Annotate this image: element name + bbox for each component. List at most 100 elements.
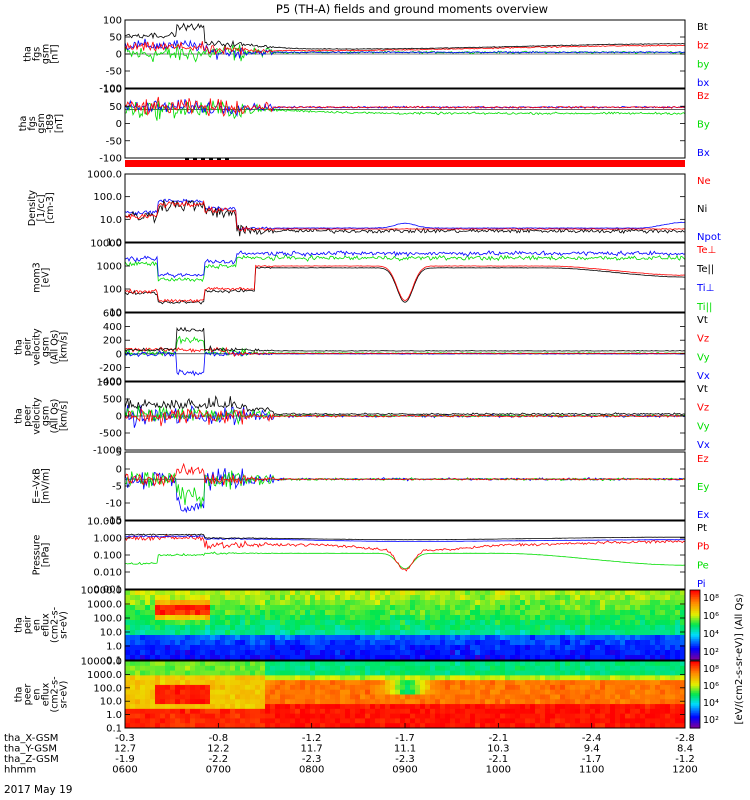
svg-text:mom3: mom3 [32, 262, 43, 292]
y-tick-label: -100 [99, 84, 122, 95]
plot-title: P5 (TH-A) fields and ground moments over… [276, 2, 548, 16]
svg-text:E=-VxB: E=-VxB [32, 468, 43, 503]
series-temperature-Te__ [125, 266, 685, 305]
x-tick-label: 11.7 [301, 744, 323, 755]
y-axis-label: Pressure[nPa] [32, 535, 52, 576]
y-tick-label: -100 [99, 154, 122, 165]
y-tick-label: 100.0 [93, 614, 122, 625]
series-efield-Ex [125, 468, 685, 514]
legend-fgs-0: Bt [697, 22, 708, 33]
colorbar-tick: 10⁴ [703, 629, 719, 640]
series-pei_v-Vx [125, 349, 685, 377]
series-fgs-bx [125, 38, 685, 60]
y-tick-label: 1000 [97, 262, 122, 273]
y-tick-label: -400 [99, 377, 122, 388]
series-pressure-Pe [125, 551, 685, 570]
svg-text:[eV]: [eV] [41, 268, 52, 288]
series-density-Ni [125, 199, 685, 237]
legend-temperature-2: Ti⊥ [696, 283, 714, 294]
y-tick-label: 1.0 [106, 238, 122, 249]
y-tick-label: -5 [112, 482, 122, 493]
svg-text:(All Qs): (All Qs) [50, 399, 61, 434]
x-tick-label: -0.8 [209, 733, 229, 744]
legend-pei_v-3: Vx [697, 371, 710, 382]
series-pressure-Pi [125, 535, 685, 542]
series-fgs-Bt [125, 22, 685, 50]
svg-text:gsm: gsm [36, 113, 47, 133]
legend-pressure-0: Pt [697, 523, 707, 534]
x-tick-label: -1.9 [115, 754, 135, 765]
x-row-label: tha_X-GSM [4, 733, 58, 744]
y-tick-label: 50 [109, 102, 122, 113]
legend-temperature-0: Te⊥ [696, 245, 716, 256]
svg-text:tha: tha [23, 46, 34, 62]
y-tick-label: -50 [106, 136, 122, 147]
y-tick-label: 100 [103, 85, 122, 96]
y-tick-label: 100.0 [93, 683, 122, 694]
date-label: 2017 May 19 [4, 784, 72, 796]
svg-text:fgs: fgs [32, 47, 43, 61]
panel-frame [124, 312, 686, 382]
legend-density-2: Npot [697, 232, 721, 243]
svg-text:Density: Density [27, 190, 38, 226]
svg-text:fgs: fgs [27, 116, 38, 130]
legend-pee_v-0: Vt [697, 384, 708, 395]
y-tick-label: 1.0 [106, 642, 122, 653]
panels-group: 100500-50-100thafgsgsm[nT]Btbzbybx100500… [14, 16, 721, 735]
flag-bar [125, 160, 685, 167]
svg-text:[cm-3]: [cm-3] [45, 192, 56, 223]
y-tick-label: 10000 [90, 239, 122, 250]
legend-fgs_t89-1: By [697, 120, 710, 131]
y-tick-label: 5 [116, 448, 122, 459]
y-tick-label: 100.0 [93, 192, 122, 203]
y-tick-label: 0 [116, 50, 122, 61]
y-tick-label: 200 [103, 336, 122, 347]
colorbar-tick: 10⁶ [703, 681, 719, 692]
svg-text:sr-eV): sr-eV) [59, 611, 70, 639]
legend-density-0: Ne [697, 176, 711, 187]
svg-text:tha: tha [14, 339, 25, 355]
svg-text:velocity: velocity [32, 397, 43, 435]
series-temperature-Te_ [125, 264, 685, 303]
svg-text:gsm: gsm [41, 44, 52, 64]
legend-pei_v-0: Vt [697, 315, 708, 326]
series-pei_v-Vt [125, 326, 685, 352]
svg-text:peir: peir [23, 616, 34, 635]
svg-text:velocity: velocity [32, 328, 43, 366]
x-tick-label: 1100 [579, 765, 604, 776]
panel-pee_spec: 10000.0 1000.0 100.0 10.0 1.0 0.1 thapeerenefl… [14, 657, 686, 735]
y-tick-label: 10.0 [100, 628, 122, 639]
x-tick-label: -2.8 [675, 733, 695, 744]
svg-text:[nT]: [nT] [50, 44, 61, 63]
y-tick-label: -500 [99, 429, 122, 440]
y-tick-label: 0 [116, 349, 122, 360]
series-pee_v-Vx [125, 404, 685, 428]
y-tick-label: 1000.0 [87, 600, 122, 611]
legend-fgs_t89-2: Bx [697, 148, 710, 159]
x-tick-label: 9.4 [584, 744, 600, 755]
legend-pei_v-2: Vy [697, 352, 710, 363]
series-temperature-Ti__ [125, 253, 685, 283]
svg-text:peir: peir [23, 338, 34, 357]
panel-frame [124, 520, 686, 590]
svg-text:eflux: eflux [41, 613, 52, 637]
y-tick-label: 10.0 [100, 697, 122, 708]
colorbar-tick: 10⁴ [703, 698, 719, 709]
series-density-Npot [125, 198, 685, 232]
y-tick-label: 0.010 [93, 568, 122, 579]
colorbar-tick: 10⁸ [703, 593, 719, 604]
panel-efield: 5 0 -5 -10 -15 E=-VxB[mV/m] Ez Ey Ex [32, 448, 710, 527]
panel-frame [124, 242, 686, 313]
x-tick-label: 0900 [392, 765, 417, 776]
svg-text:en: en [32, 689, 43, 701]
colorbar-tick: 10² [703, 647, 719, 658]
svg-text:gsm: gsm [41, 406, 52, 426]
panel-temperature: 10000 1000 100 10 mom3[eV] Te⊥ Te|| Ti⊥ Ti|| [32, 239, 717, 319]
svg-text:(cm2-s-: (cm2-s- [50, 607, 61, 643]
x-tick-label: -1.2 [302, 733, 322, 744]
series-efield-Ey [125, 470, 685, 509]
y-tick-label: -1000 [93, 446, 122, 457]
